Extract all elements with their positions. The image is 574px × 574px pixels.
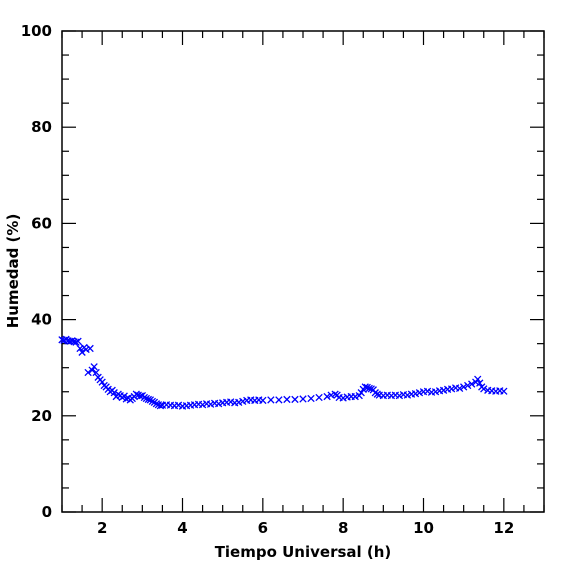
data-point xyxy=(500,387,508,395)
data-point xyxy=(144,395,153,404)
data-point xyxy=(259,396,267,405)
x-tick-label: 10 xyxy=(413,519,434,537)
data-point xyxy=(315,393,323,402)
data-point xyxy=(455,384,464,393)
data-point xyxy=(357,389,365,397)
data-point xyxy=(299,395,307,403)
x-tick-label: 2 xyxy=(97,519,107,537)
data-point xyxy=(136,392,144,400)
data-point xyxy=(460,383,468,391)
data-point xyxy=(365,384,373,393)
data-point xyxy=(464,381,472,390)
data-point xyxy=(283,395,291,404)
data-point xyxy=(323,392,331,401)
data-point xyxy=(291,395,299,404)
x-axis-label: Tiempo Universal (h) xyxy=(215,543,392,561)
data-point xyxy=(72,338,80,346)
data-point xyxy=(90,363,98,371)
data-point xyxy=(110,389,118,397)
y-axis-label: Humedad (%) xyxy=(4,214,22,329)
y-tick-label: 0 xyxy=(42,503,52,521)
data-point xyxy=(361,383,369,391)
x-tick-label: 12 xyxy=(493,519,514,537)
data-point xyxy=(78,348,86,356)
data-point xyxy=(480,385,488,393)
y-tick-label: 20 xyxy=(31,407,52,425)
data-point xyxy=(86,344,94,353)
data-point xyxy=(474,375,482,383)
plot-frame xyxy=(61,30,545,513)
tick-labels: 2 4 6 8 10 12 0 20 40 60 80 100 xyxy=(21,22,515,537)
data-point xyxy=(307,394,315,403)
data-point xyxy=(92,368,100,377)
data-point xyxy=(363,383,371,392)
y-tick-label: 80 xyxy=(31,118,52,136)
y-tick-label: 40 xyxy=(31,311,52,329)
data-point xyxy=(84,368,92,377)
data-point xyxy=(142,394,151,403)
data-point xyxy=(373,390,381,398)
data-point xyxy=(152,400,161,408)
data-point xyxy=(74,337,82,345)
x-tick-label: 4 xyxy=(177,519,187,537)
y-tick-label: 100 xyxy=(21,22,52,40)
data-point xyxy=(140,393,149,402)
data-markers xyxy=(58,335,508,410)
data-point xyxy=(88,366,96,374)
data-point xyxy=(476,379,484,387)
data-point xyxy=(267,396,275,404)
data-point xyxy=(68,337,76,345)
data-point xyxy=(132,390,140,398)
data-point xyxy=(156,402,165,410)
data-point xyxy=(275,396,283,404)
x-tick-label: 6 xyxy=(258,519,268,537)
data-point xyxy=(148,397,157,406)
axis-ticks xyxy=(61,30,545,513)
data-point xyxy=(468,380,476,388)
y-tick-label: 60 xyxy=(31,214,52,232)
x-tick-label: 8 xyxy=(338,519,348,537)
